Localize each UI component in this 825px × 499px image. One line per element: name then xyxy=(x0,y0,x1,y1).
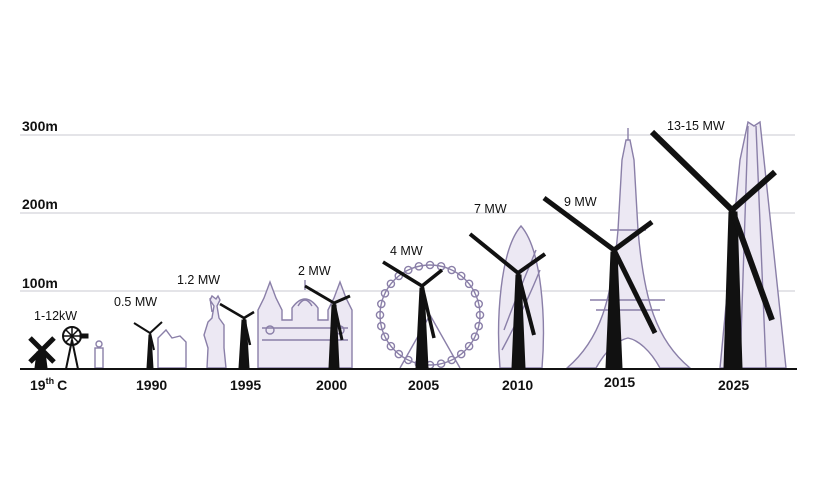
london-eye-pod xyxy=(475,310,485,320)
london-eye-pod xyxy=(470,288,480,298)
power-label-2015: 9 MW xyxy=(564,195,597,209)
era-label-2005: 2005 xyxy=(408,377,439,393)
era-label-2000: 2000 xyxy=(316,377,347,393)
power-label-2000: 2 MW xyxy=(298,264,331,278)
london-eye-pod xyxy=(464,341,474,351)
era-label-19thc: 19th C xyxy=(30,376,67,393)
building-icon xyxy=(157,328,187,369)
turbine-2015 xyxy=(542,195,658,369)
power-label-1995: 1.2 MW xyxy=(177,273,220,287)
era-label-2015: 2015 xyxy=(604,374,635,390)
bus-icon xyxy=(94,340,104,369)
london-eye-pod xyxy=(464,279,474,289)
grid-lines xyxy=(20,134,795,292)
london-eye-pod xyxy=(380,288,390,298)
london-eye-pod xyxy=(375,310,385,320)
london-eye-pod xyxy=(470,332,480,342)
turbine-2005 xyxy=(382,260,444,369)
era-label-2025: 2025 xyxy=(718,377,749,393)
era-label-19thc-suffix: C xyxy=(57,377,67,393)
eiffel-tower-icon xyxy=(565,128,692,369)
statue-of-liberty-icon xyxy=(203,294,227,369)
windpump-icon xyxy=(62,326,89,370)
london-eye-pod xyxy=(456,271,466,281)
windmill-icon xyxy=(28,336,56,369)
london-eye-pod xyxy=(474,299,484,309)
height-label-100m: 100m xyxy=(22,275,58,291)
london-eye-pod xyxy=(376,299,386,309)
london-eye-pod xyxy=(386,341,396,351)
london-eye-pod xyxy=(447,355,457,365)
era-label-19thc-sup: th xyxy=(46,376,55,386)
power-label-1990: 0.5 MW xyxy=(114,295,157,309)
era-label-19thc-main: 19 xyxy=(30,377,46,393)
london-eye-pod xyxy=(436,359,446,369)
era-label-1995: 1995 xyxy=(230,377,261,393)
london-eye-pod xyxy=(394,349,404,359)
height-label-300m: 300m xyxy=(22,118,58,134)
london-eye-pod xyxy=(456,349,466,359)
london-eye-pod xyxy=(386,279,396,289)
turbine-1990 xyxy=(133,321,163,369)
power-labels: 1-12kW 0.5 MW 1.2 MW 2 MW 4 MW 7 MW 9 MW… xyxy=(34,119,725,323)
london-eye-pod xyxy=(474,321,484,331)
era-label-2010: 2010 xyxy=(502,377,533,393)
london-eye-pod xyxy=(425,260,435,270)
london-eye-pod xyxy=(403,355,413,365)
london-eye-pod xyxy=(447,265,457,275)
era-labels: 19th C 1990 1995 2000 2005 2010 2015 2025 xyxy=(30,374,749,393)
height-labels: 300m 200m 100m xyxy=(22,118,58,291)
power-label-2025: 13-15 MW xyxy=(667,119,725,133)
london-eye-pod xyxy=(376,321,386,331)
power-label-19thc: 1-12kW xyxy=(34,309,77,323)
london-eye-pod xyxy=(403,265,413,275)
london-eye-pod xyxy=(380,332,390,342)
height-label-200m: 200m xyxy=(22,196,58,212)
power-label-2005: 4 MW xyxy=(390,244,423,258)
london-eye-pod xyxy=(414,261,424,271)
power-label-2010: 7 MW xyxy=(474,202,507,216)
era-label-1990: 1990 xyxy=(136,377,167,393)
